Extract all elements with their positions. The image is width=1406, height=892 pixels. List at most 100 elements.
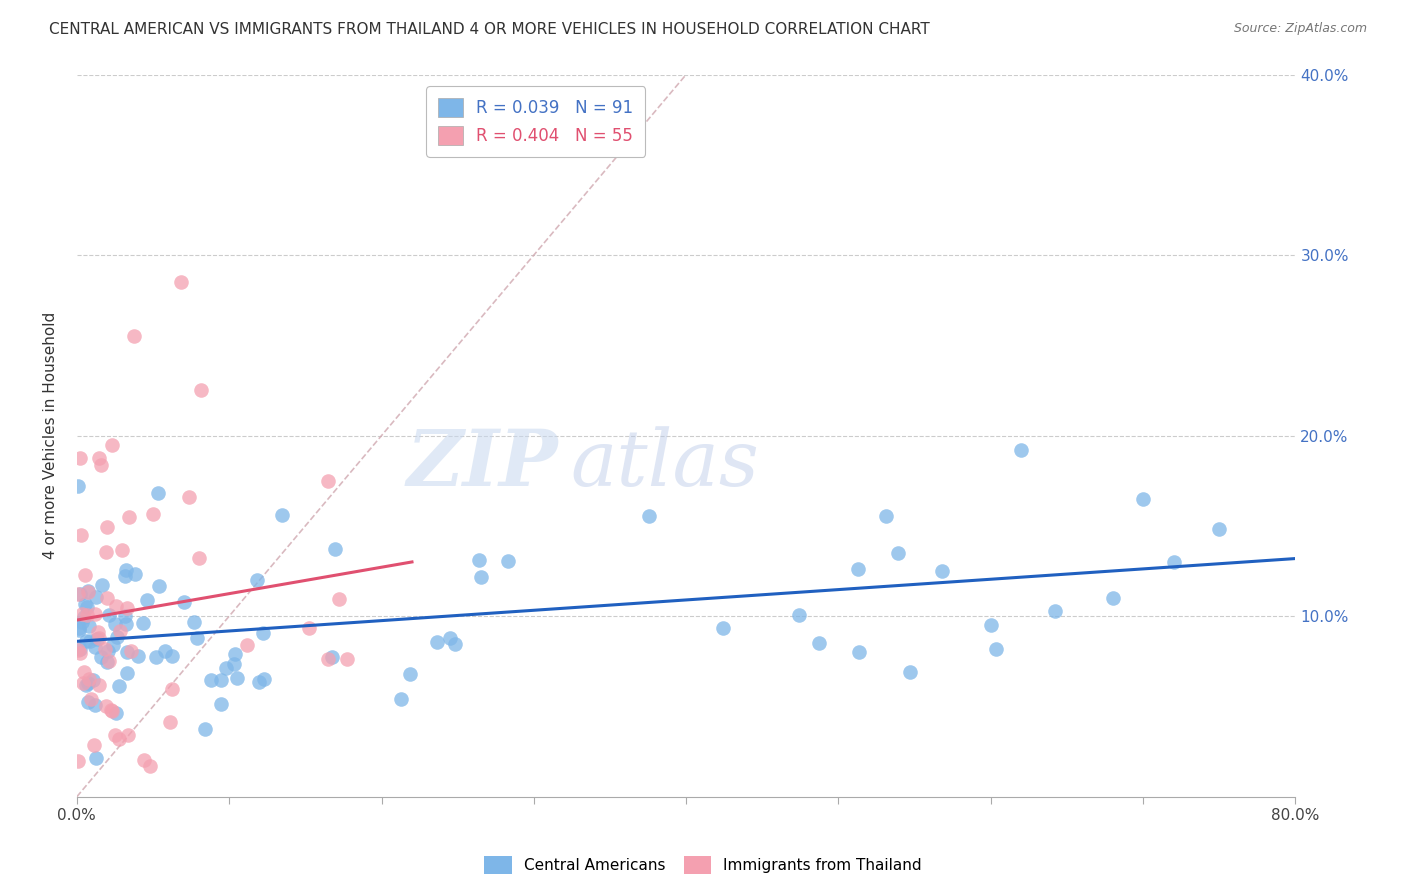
Point <box>84 590 107 604</box>
Point <box>69 642 91 657</box>
Point <box>398 667 420 681</box>
Point <box>328 592 350 607</box>
Point <box>90 650 112 665</box>
Point <box>87 678 110 692</box>
Point <box>426 635 449 649</box>
Point <box>247 675 270 690</box>
Point <box>105 630 128 644</box>
Point <box>177 490 200 504</box>
Point <box>148 578 170 592</box>
Point <box>96 655 118 669</box>
Point <box>318 474 340 488</box>
Point <box>69 646 91 660</box>
Point <box>808 635 831 649</box>
Point <box>187 551 209 566</box>
Point <box>84 750 107 764</box>
Point <box>194 722 217 736</box>
Point <box>83 607 105 621</box>
Point <box>86 632 108 646</box>
Point <box>77 619 100 633</box>
Point <box>73 610 96 624</box>
Point <box>82 673 104 688</box>
Point <box>638 509 661 524</box>
Point <box>96 591 118 606</box>
Point <box>236 638 259 652</box>
Point <box>298 621 321 635</box>
Point <box>84 640 107 655</box>
Point <box>76 600 98 615</box>
Legend: R = 0.039   N = 91, R = 0.404   N = 55: R = 0.039 N = 91, R = 0.404 N = 55 <box>426 87 645 157</box>
Point <box>468 553 491 567</box>
Text: Source: ZipAtlas.com: Source: ZipAtlas.com <box>1233 22 1367 36</box>
Point <box>67 478 90 492</box>
Point <box>153 644 176 658</box>
Point <box>75 634 97 648</box>
Point <box>186 631 208 645</box>
Point <box>69 451 91 466</box>
Point <box>159 714 181 729</box>
Point <box>97 654 120 668</box>
Point <box>108 679 131 693</box>
Point <box>94 545 117 559</box>
Text: CENTRAL AMERICAN VS IMMIGRANTS FROM THAILAND 4 OR MORE VEHICLES IN HOUSEHOLD COR: CENTRAL AMERICAN VS IMMIGRANTS FROM THAI… <box>49 22 929 37</box>
Point <box>79 633 101 648</box>
Point <box>1101 591 1123 605</box>
Point <box>980 618 1002 632</box>
Text: ZIP: ZIP <box>406 426 558 503</box>
Point <box>67 621 90 635</box>
Point <box>73 597 96 611</box>
Point <box>444 637 467 651</box>
Point <box>1043 604 1066 618</box>
Point <box>170 275 193 289</box>
Point <box>162 682 184 697</box>
Point <box>173 595 195 609</box>
Point <box>69 587 91 601</box>
Point <box>111 542 134 557</box>
Point <box>94 641 117 656</box>
Point <box>118 509 141 524</box>
Point <box>76 583 98 598</box>
Point <box>75 678 97 692</box>
Point <box>67 642 90 657</box>
Point <box>98 608 121 623</box>
Point <box>142 507 165 521</box>
Point <box>136 593 159 607</box>
Point <box>110 624 132 639</box>
Point <box>145 650 167 665</box>
Point <box>389 692 412 706</box>
Point <box>226 671 249 685</box>
Point <box>69 528 91 542</box>
Point <box>67 587 90 601</box>
Point <box>1208 523 1230 537</box>
Point <box>115 645 138 659</box>
Point <box>89 631 111 645</box>
Point <box>96 699 118 714</box>
Point <box>67 623 90 637</box>
Point <box>104 599 127 613</box>
Point <box>245 574 267 588</box>
Point <box>846 562 869 576</box>
Point <box>97 644 120 658</box>
Point <box>139 758 162 772</box>
Point <box>336 652 359 666</box>
Point <box>101 704 124 718</box>
Point <box>72 665 94 679</box>
Point <box>439 631 461 645</box>
Point <box>103 638 125 652</box>
Point <box>70 607 93 621</box>
Point <box>101 437 124 451</box>
Point <box>76 608 98 623</box>
Point <box>96 520 118 534</box>
Point <box>190 384 212 398</box>
Point <box>114 609 136 624</box>
Point <box>1163 555 1185 569</box>
Point <box>122 329 145 343</box>
Point <box>209 698 232 712</box>
Point <box>900 665 922 680</box>
Point <box>104 728 127 742</box>
Point <box>931 564 953 578</box>
Point <box>224 648 246 662</box>
Point <box>115 601 138 615</box>
Point <box>67 754 90 768</box>
Point <box>984 642 1007 657</box>
